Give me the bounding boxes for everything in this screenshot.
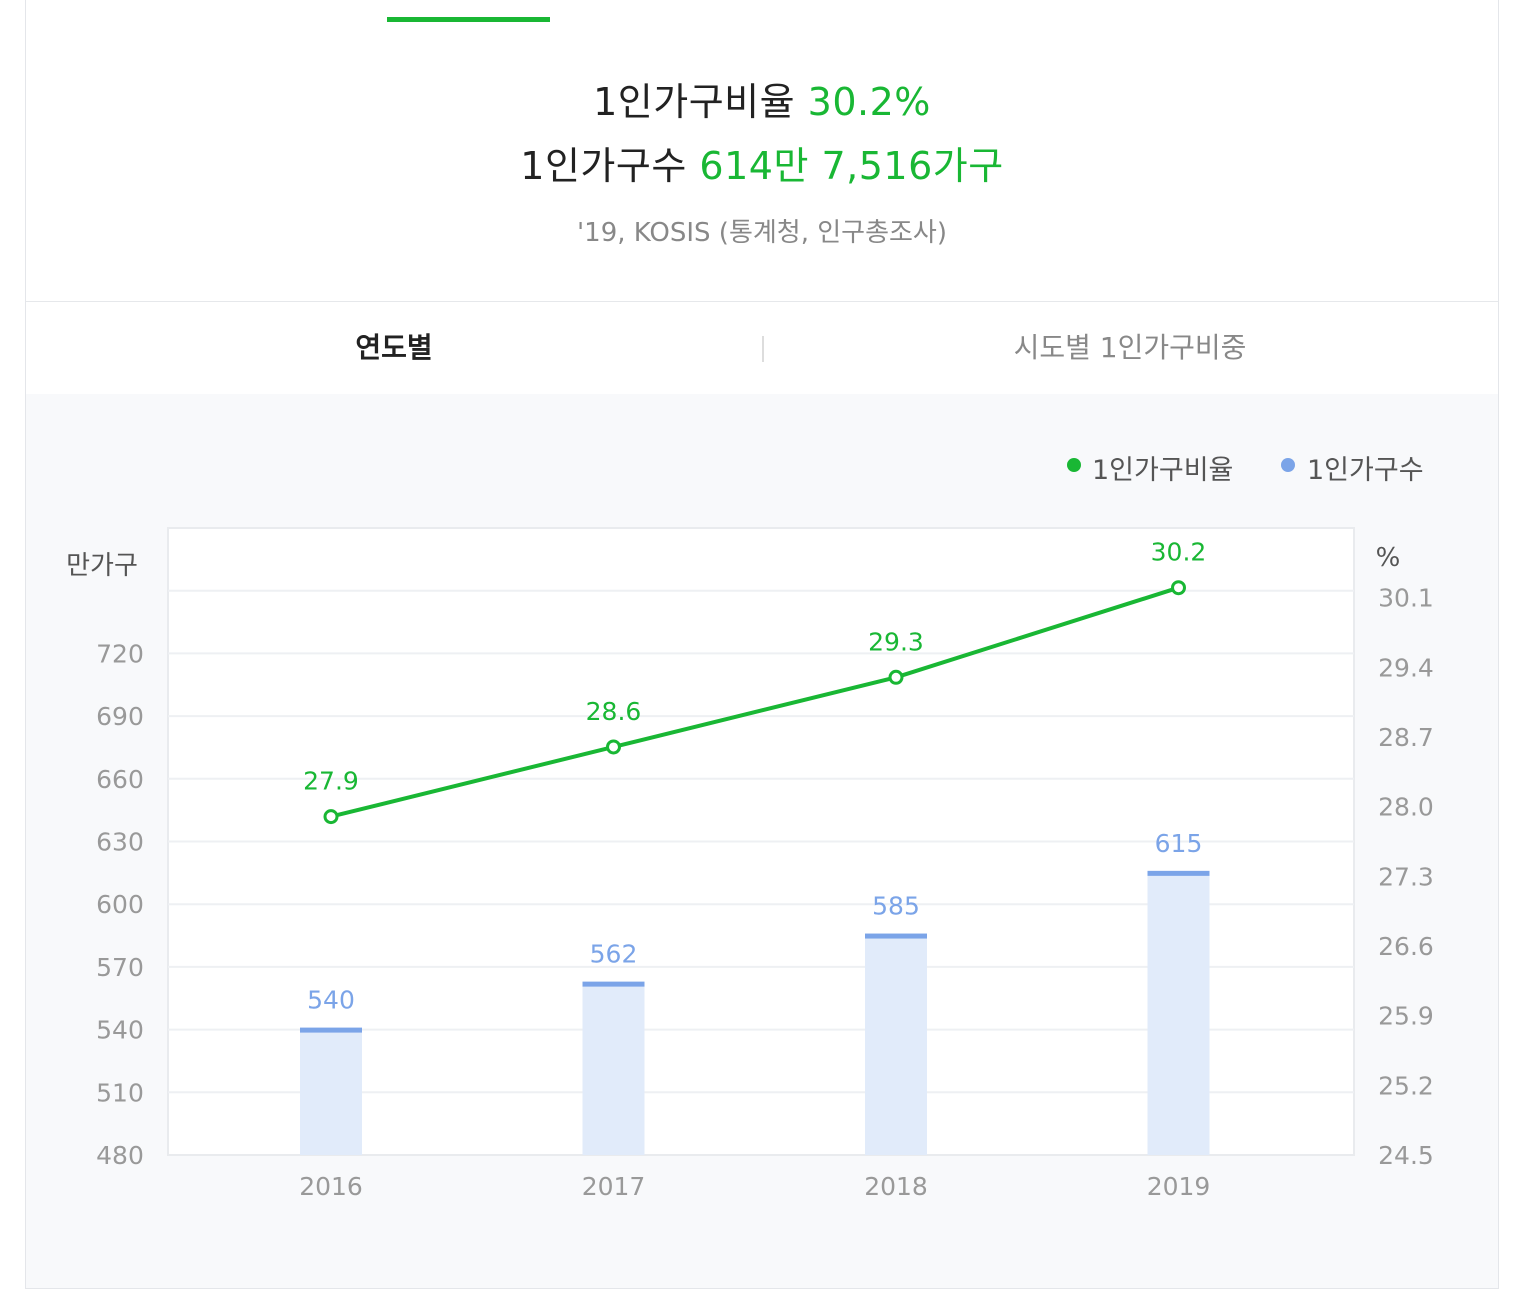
- right-axis-tick: 26.6: [1378, 932, 1434, 961]
- bar: [582, 983, 645, 1155]
- left-axis-tick: 600: [96, 890, 144, 919]
- right-axis-tick: 28.0: [1378, 793, 1434, 822]
- legend-label-ratio: 1인가구비율: [1092, 455, 1233, 486]
- top-tab-indicator: [387, 17, 550, 22]
- left-axis-unit: 만가구: [66, 551, 138, 581]
- count-headline: 1인가구수 614만 7,516가구: [26, 134, 1498, 198]
- left-axis-tick: 690: [96, 702, 144, 731]
- legend-label-count: 1인가구수: [1307, 455, 1424, 486]
- household-stats-card: 1인가구비율 30.2% 1인가구수 614만 7,516가구 '19, KOS…: [25, 0, 1499, 1289]
- bar: [1147, 872, 1210, 1155]
- source-note: '19, KOSIS (통계청, 인구총조사): [577, 218, 947, 248]
- ratio-headline: 1인가구비율 30.2%: [26, 70, 1498, 134]
- left-axis-tick: 630: [96, 828, 144, 857]
- summary-section: 1인가구비율 30.2% 1인가구수 614만 7,516가구 '19, KOS…: [26, 70, 1498, 249]
- left-axis-tick: 720: [96, 639, 144, 668]
- line-data-label: 27.9: [303, 767, 359, 796]
- count-value: 614만 7,516가구: [699, 144, 1004, 188]
- x-axis-tick: 2019: [1147, 1172, 1211, 1201]
- right-axis-tick: 28.7: [1378, 723, 1434, 752]
- tab-divider: [762, 336, 764, 362]
- line-data-label: 29.3: [868, 627, 924, 656]
- series-line: [330, 585, 1180, 819]
- ratio-value: 30.2%: [807, 80, 931, 124]
- line-data-label: 28.6: [586, 697, 642, 726]
- count-label: 1인가구수: [520, 144, 687, 188]
- right-axis-tick: 25.9: [1378, 1002, 1434, 1031]
- x-axis-tick: 2018: [864, 1172, 928, 1201]
- right-axis-tick: 27.3: [1378, 862, 1434, 891]
- tab-by-region[interactable]: 시도별 1인가구비중: [1013, 331, 1247, 364]
- right-axis-unit: %: [1376, 543, 1401, 573]
- bar-data-label: 540: [307, 986, 355, 1015]
- chart-area: 1인가구비율 1인가구수 만가구% 720 690 660 630 600 570 540 510…: [26, 394, 1498, 1288]
- bar-cap: [300, 1027, 362, 1033]
- line-point: [888, 669, 904, 685]
- bar-data-label: 615: [1155, 829, 1203, 858]
- bar-cap: [582, 981, 645, 987]
- chart-tabs: 연도별 시도별 1인가구비중: [26, 301, 1498, 395]
- left-axis-tick: 540: [96, 1016, 144, 1045]
- x-axis-tick: 2016: [299, 1172, 363, 1201]
- left-axis-tick: 660: [96, 765, 144, 794]
- left-axis-tick: 510: [96, 1078, 144, 1107]
- line-point: [1171, 580, 1186, 596]
- line-data-label: 30.2: [1151, 538, 1207, 567]
- right-axis-tick: 30.1: [1378, 584, 1434, 613]
- ratio-label: 1인가구비율: [593, 80, 796, 124]
- bar-cap: [865, 933, 927, 939]
- right-axis-tick: 29.4: [1378, 653, 1434, 682]
- x-axis-tick: 2017: [582, 1172, 646, 1201]
- left-axis-tick: 570: [96, 953, 144, 982]
- bar-data-label: 562: [590, 940, 638, 969]
- tab-by-year[interactable]: 연도별: [355, 331, 433, 364]
- legend-marker-ratio: [1067, 458, 1081, 472]
- legend-marker-count: [1281, 458, 1295, 472]
- bar-cap: [1147, 870, 1210, 876]
- chart-legend: 1인가구비율 1인가구수: [1067, 455, 1424, 486]
- bar: [300, 1029, 362, 1155]
- bar: [865, 935, 927, 1155]
- line-point: [323, 809, 339, 825]
- bar-data-label: 585: [872, 892, 920, 921]
- right-axis-tick: 24.5: [1378, 1141, 1434, 1170]
- right-axis-tick: 25.2: [1378, 1071, 1434, 1100]
- left-axis-tick: 480: [96, 1141, 144, 1170]
- line-point: [606, 739, 621, 755]
- combo-chart: 1인가구비율 1인가구수 만가구 % 720 690 660 630 600 570 540 510…: [66, 455, 1434, 1201]
